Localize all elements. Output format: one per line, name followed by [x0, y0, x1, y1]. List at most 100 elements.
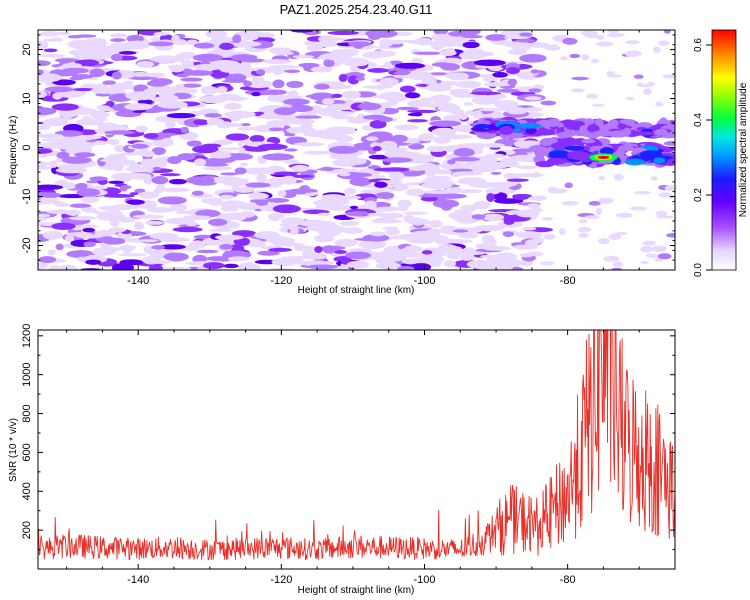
spectrogram-blob [108, 180, 125, 185]
spectrogram-blob [147, 206, 174, 213]
spectrogram-blob [557, 131, 574, 139]
spectrogram-blob [422, 190, 454, 194]
chart-title: PAZ1.2025.254.23.40.G11 [280, 2, 433, 17]
spectrogram-blob [209, 59, 241, 69]
spectrogram-blob [341, 90, 361, 100]
spectrogram-blob [348, 248, 372, 253]
spectrogram-blob [118, 217, 136, 223]
spectrogram-blob [483, 82, 511, 87]
spectrogram-blob [389, 171, 405, 181]
colorbar-tick-label: 0.4 [693, 113, 704, 127]
spectrogram-blob [290, 226, 299, 236]
spectrogram-blob [625, 40, 640, 45]
spectrogram-blob [426, 145, 447, 153]
spectrogram-blob [183, 70, 213, 76]
spectrogram-blob [524, 107, 543, 112]
spectrogram-blob [335, 135, 354, 143]
spectrogram-blob [91, 247, 117, 256]
spectrogram-blob [293, 245, 315, 252]
spectrogram-blob [502, 41, 532, 48]
spectrogram-blob [45, 209, 75, 215]
spectrogram-blob [606, 71, 616, 76]
spectrogram-blob [272, 79, 285, 89]
spectrogram-blob [516, 165, 538, 169]
spectrogram-blob [86, 180, 100, 184]
spectrogram-blob [427, 72, 450, 76]
spectrogram-blob [253, 231, 281, 240]
spectrogram-blob [407, 71, 433, 81]
spectrogram-blob [181, 59, 194, 69]
spectrogram-blob [169, 203, 188, 212]
spectrogram-blob [111, 263, 135, 270]
spectrogram-blob [266, 120, 290, 127]
spectrogram-blob [131, 150, 147, 156]
spectrogram-blob [525, 208, 544, 213]
spectrogram-blob [310, 66, 333, 73]
spectrogram-blob [49, 37, 64, 42]
spectrogram-blob [144, 72, 166, 78]
spectrogram-blob [476, 131, 488, 138]
spectrogram-blob [61, 156, 92, 164]
spectrogram-blob [338, 172, 351, 177]
spectrogram-blob [368, 154, 389, 160]
spectrogram-blob [508, 78, 518, 86]
spectrogram-blob [129, 192, 139, 196]
spectrogram-blob [224, 73, 247, 82]
spectrogram-blob [425, 83, 452, 92]
spectrogram-blob [348, 41, 371, 47]
colorbar-gradient [712, 30, 736, 270]
spectrogram-blob [374, 181, 388, 188]
spectrogram-blob [478, 108, 509, 112]
spectrogram-blob [382, 226, 399, 231]
spectrogram-blob [364, 200, 377, 207]
spectrogram-blob [506, 67, 520, 75]
spectrogram-blob [608, 119, 620, 127]
spectrogram-blob [38, 262, 48, 270]
spectrogram-blob [135, 125, 148, 133]
spectrogram-blob [72, 250, 91, 257]
spectrogram-blob [633, 74, 644, 79]
spectrogram-blob [151, 147, 166, 156]
spectrogram-blob [447, 72, 470, 81]
spectrogram-blob [126, 199, 145, 205]
spectrogram-blob [505, 137, 515, 147]
spectrogram-blob [485, 34, 508, 41]
spectrogram-blob [481, 213, 505, 222]
spectrogram-blob [587, 124, 600, 133]
spectrogram-blob [274, 51, 294, 56]
spectrogram-blob [262, 153, 295, 161]
spectrogram-blob [257, 250, 280, 256]
spectrogram-blob [295, 115, 322, 119]
spectrogram-blob [499, 126, 514, 135]
spectrogram-blob [155, 96, 171, 101]
spectrogram-blob [475, 142, 484, 151]
spectrogram-blob [375, 206, 404, 211]
spectrogram-blob [362, 114, 388, 120]
spectrogram-blob [251, 91, 261, 97]
x-tick-label: -120 [270, 275, 292, 287]
spectrogram-blob [636, 82, 644, 87]
spectrogram-blob [38, 107, 57, 116]
spectrogram-blob [506, 178, 529, 182]
spectrogram-blob [255, 199, 269, 206]
spectrogram-blob [277, 190, 287, 197]
spectrogram-blob [129, 163, 142, 169]
spectrogram-blob [157, 196, 187, 205]
spectrogram-blob [273, 107, 297, 116]
spectrogram-blob [131, 143, 149, 149]
spectrogram-blob [369, 50, 397, 58]
spectrogram-blob [239, 211, 256, 218]
spectrogram-blob [163, 252, 189, 262]
spectrogram-blob [653, 46, 661, 54]
spectrogram-blob [356, 113, 366, 123]
spectrogram-blob [571, 76, 590, 81]
spectrogram-blob [451, 156, 480, 162]
spectrogram-blob [569, 53, 581, 59]
spectrogram-blob [560, 56, 569, 61]
spectrogram-blob [407, 109, 438, 114]
spectrogram-blob [503, 35, 532, 40]
spectrogram-blob [608, 233, 622, 240]
spectrogram-blob [186, 140, 202, 147]
spectrogram-blob [38, 54, 66, 58]
